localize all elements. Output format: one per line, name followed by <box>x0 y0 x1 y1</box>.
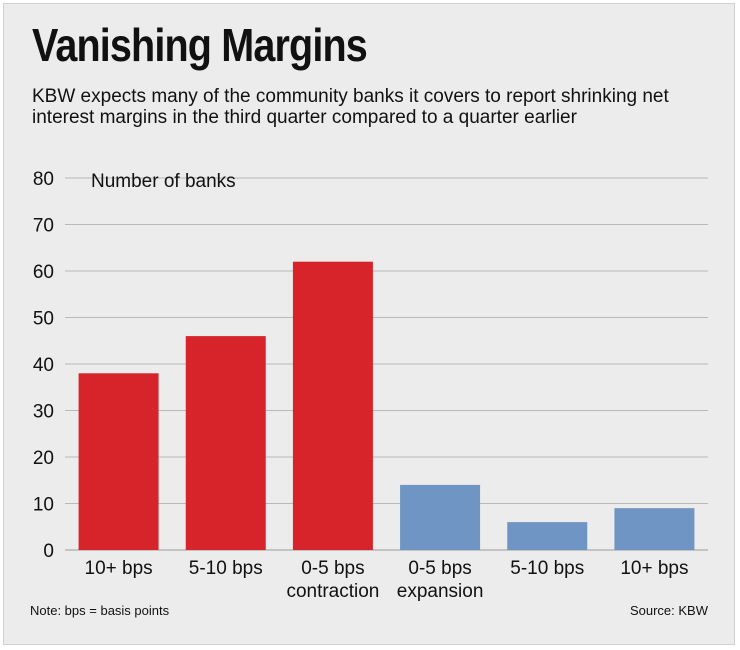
y-tick-label: 50 <box>33 309 54 330</box>
bar-expansion-4 <box>507 522 588 550</box>
chart-subtitle: KBW expects many of the community banks … <box>32 86 669 128</box>
x-tick-label: 5-10 bps <box>510 558 584 579</box>
y-axis-ticks: 0 10 20 30 40 50 60 70 80 <box>33 169 54 562</box>
x-tick-label: 5-10 bps <box>189 558 263 579</box>
footnote: Note: bps = basis points <box>30 603 170 618</box>
chart-title: Vanishing Margins <box>32 19 368 71</box>
bar-expansion-5 <box>614 508 695 550</box>
bar-contraction-1 <box>185 336 266 550</box>
x-tick-label: contraction <box>286 581 379 602</box>
bar-contraction-2 <box>292 261 373 550</box>
bars <box>78 261 695 550</box>
x-tick-label: 0-5 bps <box>301 558 364 579</box>
bar-expansion-3 <box>400 484 481 550</box>
y-axis-label: Number of banks <box>91 171 236 192</box>
y-tick-label: 0 <box>43 541 54 562</box>
x-tick-label: 0-5 bps <box>408 558 471 579</box>
y-tick-label: 30 <box>33 402 54 423</box>
x-tick-label: 10+ bps <box>620 558 688 579</box>
y-tick-label: 10 <box>33 495 54 516</box>
bar-contraction-0 <box>78 373 159 550</box>
y-tick-label: 40 <box>33 355 54 376</box>
y-tick-label: 80 <box>33 169 54 190</box>
x-tick-label: 10+ bps <box>85 558 153 579</box>
y-tick-label: 70 <box>33 216 54 237</box>
gridlines <box>65 177 708 551</box>
y-tick-label: 60 <box>33 262 54 283</box>
y-tick-label: 20 <box>33 448 54 469</box>
source-credit: Source: KBW <box>629 603 708 618</box>
x-tick-label: expansion <box>397 581 484 602</box>
